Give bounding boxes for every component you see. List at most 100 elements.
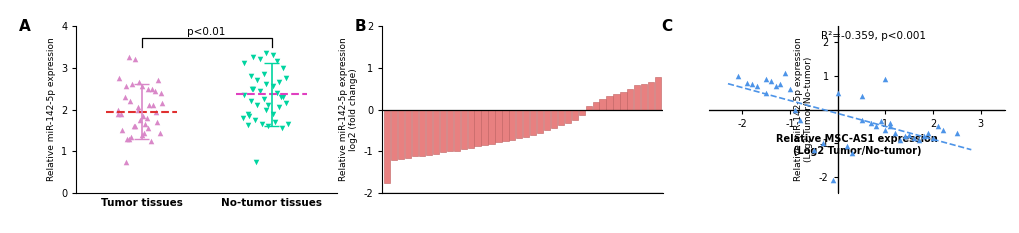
Point: [254, 122, 270, 126]
Point: [881, 124, 898, 128]
Point: [252, 89, 268, 93]
Point: [824, 178, 841, 182]
Point: [154, 101, 170, 105]
Point: [280, 122, 297, 126]
X-axis label: Relative MSC-AS1 expression
(Log2 Tumor/No-tumor): Relative MSC-AS1 expression (Log2 Tumor/…: [775, 134, 936, 156]
Point: [235, 93, 252, 97]
Point: [929, 124, 946, 128]
Y-axis label: Relative miR-142-5p expression
(Log2 Tumor/No-tumor): Relative miR-142-5p expression (Log2 Tum…: [793, 38, 812, 181]
Point: [249, 78, 265, 82]
Point: [143, 139, 159, 143]
Point: [814, 141, 830, 145]
Bar: [627, 89, 633, 110]
Point: [919, 131, 935, 135]
Point: [275, 66, 291, 69]
Point: [271, 80, 287, 84]
Bar: [495, 110, 501, 142]
Point: [133, 85, 150, 88]
Text: C: C: [661, 19, 673, 34]
Point: [140, 127, 156, 130]
Bar: [405, 110, 411, 158]
Point: [738, 81, 754, 85]
Point: [126, 57, 143, 61]
Bar: [523, 110, 529, 137]
Text: A: A: [19, 19, 31, 34]
Bar: [647, 82, 653, 110]
Point: [144, 87, 160, 90]
Bar: [550, 110, 556, 128]
Point: [265, 85, 281, 88]
Point: [114, 129, 130, 132]
Point: [910, 138, 926, 142]
Point: [729, 74, 745, 78]
Point: [933, 128, 950, 131]
Point: [249, 103, 265, 107]
Point: [258, 51, 274, 55]
Point: [805, 148, 821, 152]
Point: [776, 71, 793, 75]
Bar: [501, 110, 508, 141]
Bar: [488, 110, 494, 144]
Point: [243, 99, 259, 103]
Point: [112, 112, 128, 116]
Point: [234, 116, 251, 120]
Point: [258, 82, 274, 86]
Bar: [557, 110, 564, 125]
Point: [265, 112, 281, 116]
Point: [117, 160, 133, 164]
Point: [896, 134, 912, 138]
Point: [136, 131, 152, 134]
Bar: [641, 83, 647, 110]
Point: [828, 91, 845, 95]
Point: [130, 80, 147, 84]
Point: [791, 118, 807, 121]
Point: [239, 123, 256, 127]
Text: p<0.01: p<0.01: [187, 27, 225, 37]
Point: [757, 77, 773, 81]
Point: [862, 121, 878, 125]
Text: B: B: [355, 19, 366, 34]
Point: [150, 78, 166, 82]
Y-axis label: Relative miR-142-5p expression: Relative miR-142-5p expression: [47, 38, 56, 181]
Bar: [620, 92, 626, 110]
Bar: [565, 110, 571, 123]
Point: [265, 53, 281, 57]
Point: [120, 55, 137, 59]
Point: [905, 136, 921, 140]
Bar: [592, 102, 598, 110]
Bar: [543, 110, 549, 130]
Point: [247, 118, 263, 122]
Point: [149, 120, 165, 124]
Bar: [599, 99, 605, 110]
Point: [786, 108, 802, 111]
Point: [268, 59, 284, 63]
Bar: [585, 106, 591, 110]
Point: [141, 103, 157, 107]
Point: [267, 120, 283, 124]
Point: [110, 112, 126, 116]
Point: [148, 110, 164, 113]
Bar: [536, 110, 543, 133]
Bar: [654, 77, 660, 110]
Point: [133, 133, 150, 137]
Point: [256, 97, 272, 101]
Point: [843, 151, 859, 155]
Point: [762, 79, 779, 83]
Point: [948, 131, 964, 135]
Bar: [612, 94, 619, 110]
Point: [853, 94, 869, 98]
Point: [853, 118, 869, 121]
Bar: [384, 110, 390, 183]
Point: [839, 144, 855, 148]
Point: [116, 95, 132, 99]
Bar: [426, 110, 432, 155]
Point: [771, 82, 788, 86]
Point: [268, 91, 284, 95]
Point: [110, 108, 126, 111]
Bar: [446, 110, 452, 151]
Bar: [397, 110, 404, 159]
Bar: [578, 110, 584, 115]
Point: [748, 84, 764, 88]
Bar: [634, 85, 640, 110]
Point: [124, 82, 141, 86]
